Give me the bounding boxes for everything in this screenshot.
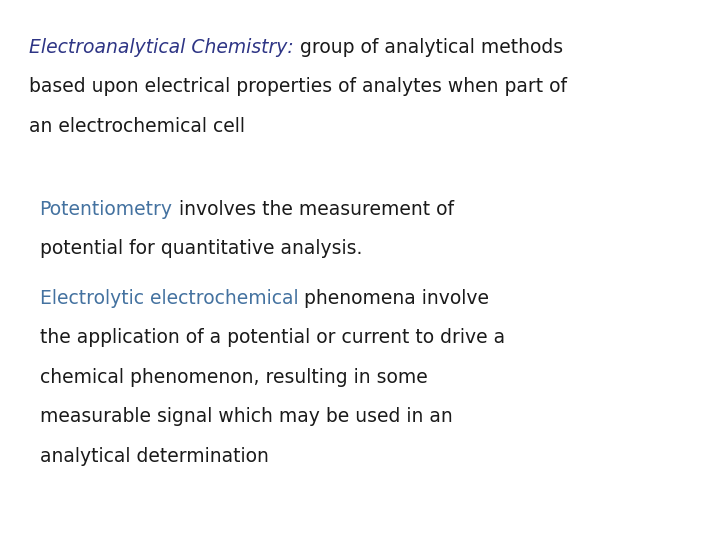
Text: Potentiometry: Potentiometry [40, 200, 173, 219]
Text: an electrochemical cell: an electrochemical cell [29, 117, 245, 136]
Text: Electrolytic electrochemical: Electrolytic electrochemical [40, 289, 298, 308]
Text: measurable signal which may be used in an: measurable signal which may be used in a… [40, 407, 452, 426]
Text: phenomena involve: phenomena involve [298, 289, 489, 308]
Text: potential for quantitative analysis.: potential for quantitative analysis. [40, 239, 362, 258]
Text: chemical phenomenon, resulting in some: chemical phenomenon, resulting in some [40, 368, 428, 387]
Text: the application of a potential or current to drive a: the application of a potential or curren… [40, 328, 505, 347]
Text: analytical determination: analytical determination [40, 447, 269, 465]
Text: group of analytical methods: group of analytical methods [294, 38, 562, 57]
Text: involves the measurement of: involves the measurement of [173, 200, 454, 219]
Text: based upon electrical properties of analytes when part of: based upon electrical properties of anal… [29, 77, 567, 96]
Text: Electroanalytical Chemistry:: Electroanalytical Chemistry: [29, 38, 294, 57]
